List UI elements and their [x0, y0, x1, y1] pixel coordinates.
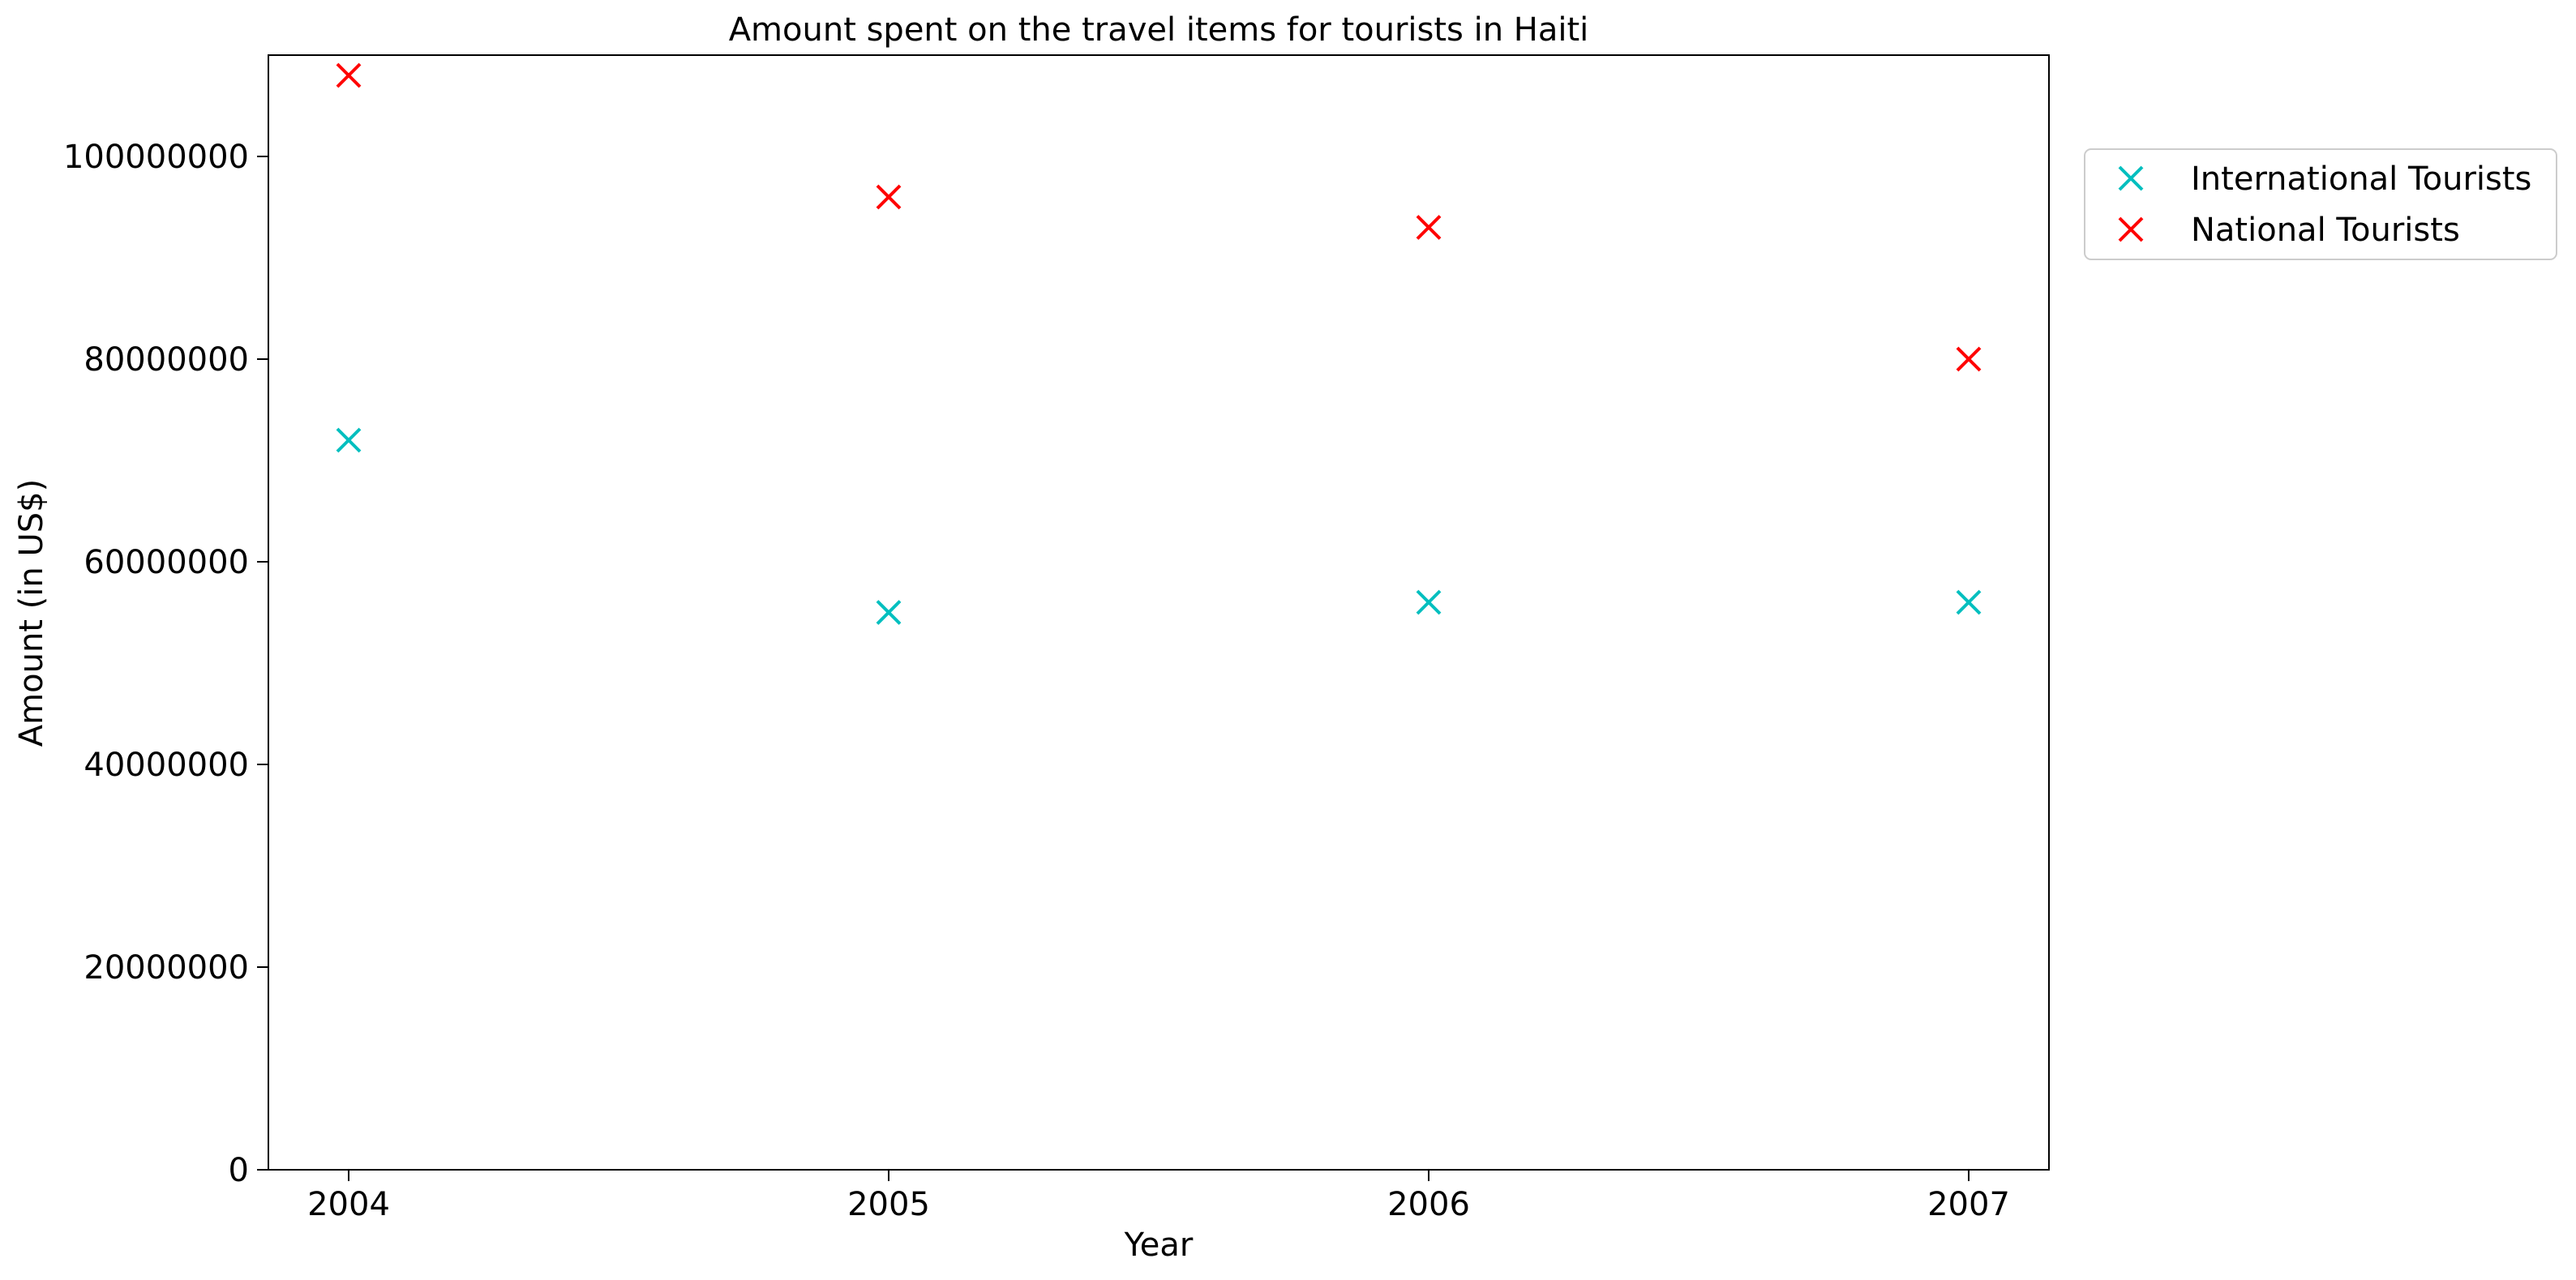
legend: International Tourists National Tourists [2084, 148, 2557, 260]
legend-items: International Tourists National Tourists [2118, 161, 2531, 249]
y-tick-label: 0 [229, 1152, 249, 1189]
point-national-tourists [336, 62, 362, 88]
chart-title: Amount spent on the travel items for tou… [729, 11, 1589, 49]
plot-area [268, 54, 2050, 1171]
y-tick-label: 100000000 [63, 139, 249, 176]
data-points [336, 62, 1982, 625]
x-axis-label: Year [1124, 1226, 1194, 1264]
x-tick-label: 2007 [1927, 1186, 2010, 1223]
point-national-tourists [876, 184, 902, 210]
y-tick-label: 80000000 [84, 341, 249, 379]
point-international-tourists [336, 427, 362, 453]
legend-marker-international-tourists [2118, 165, 2144, 191]
legend-label-international-tourists: International Tourists [2191, 161, 2531, 198]
y-tick-label: 40000000 [84, 747, 249, 784]
x-tick-label: 2005 [847, 1186, 930, 1223]
x-tick-label: 2006 [1387, 1186, 1470, 1223]
point-international-tourists [1956, 589, 1982, 615]
point-international-tourists [876, 600, 902, 625]
point-international-tourists [1416, 589, 1442, 615]
point-national-tourists [1956, 346, 1982, 372]
x-tick-label: 2004 [307, 1186, 390, 1223]
legend-marker-national-tourists [2118, 216, 2144, 242]
legend-box [2084, 148, 2557, 260]
x-axis-ticks: 2004 2005 2006 2007 [307, 1170, 2010, 1223]
point-national-tourists [1416, 215, 1442, 240]
y-tick-label: 20000000 [84, 949, 249, 987]
y-axis-ticks: 0 20000000 40000000 60000000 80000000 1000000… [63, 139, 268, 1189]
y-axis-label: Amount (in US$) [13, 479, 50, 747]
legend-label-national-tourists: National Tourists [2191, 212, 2460, 249]
y-tick-label: 60000000 [84, 544, 249, 581]
